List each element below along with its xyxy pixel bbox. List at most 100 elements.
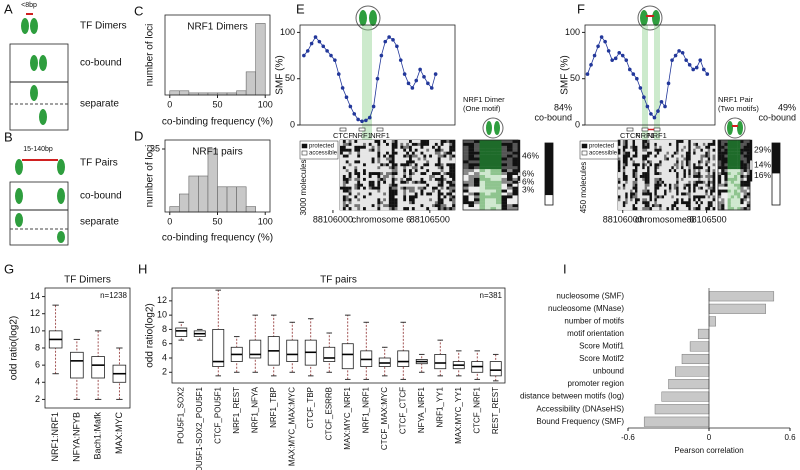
side-heatmap-cell bbox=[501, 157, 508, 161]
heatmap-cell bbox=[693, 157, 696, 161]
heatmap-cell bbox=[664, 189, 667, 193]
heatmap-cell bbox=[388, 186, 392, 190]
heatmap-cell bbox=[434, 154, 438, 158]
heatmap-cell bbox=[409, 160, 413, 164]
side-heatmap-cell bbox=[740, 169, 744, 173]
heatmap-cell bbox=[420, 172, 424, 176]
bar bbox=[689, 341, 710, 352]
heatmap-cell bbox=[380, 148, 384, 152]
heatmap-cell bbox=[348, 186, 352, 190]
y-axis-label: SMF (%) bbox=[560, 55, 571, 94]
heatmap-cell bbox=[406, 189, 410, 193]
heatmap-cell bbox=[710, 145, 713, 149]
heatmap-cell bbox=[354, 169, 358, 173]
x-tick-label: Bach1:Mafk bbox=[93, 412, 103, 460]
heatmap-cell bbox=[649, 186, 653, 190]
heatmap-cell bbox=[700, 177, 704, 182]
motif-highlight bbox=[654, 25, 660, 210]
heatmap-cell bbox=[632, 140, 636, 144]
heatmap-cell bbox=[443, 180, 447, 184]
heatmap-cell bbox=[391, 166, 395, 170]
smf-point bbox=[673, 53, 678, 58]
heatmap-cell bbox=[661, 192, 665, 196]
heatmap-cell bbox=[420, 177, 424, 182]
heatmap-cell bbox=[656, 195, 660, 199]
heatmap-cell bbox=[371, 145, 375, 149]
heatmap-cell bbox=[342, 142, 346, 147]
smf-point bbox=[680, 50, 685, 55]
y-tick-label: 6 bbox=[35, 360, 40, 370]
heatmap-cell bbox=[345, 142, 349, 147]
side-heatmap-cell bbox=[718, 175, 722, 179]
heatmap-cell bbox=[676, 198, 679, 202]
heatmap-cell bbox=[622, 145, 626, 149]
histogram-bar bbox=[255, 23, 266, 96]
heatmap-cell bbox=[683, 163, 687, 167]
row-label: separate bbox=[80, 217, 119, 228]
heatmap-cell bbox=[710, 192, 713, 196]
heatmap-cell bbox=[656, 175, 660, 179]
heatmap-cell bbox=[380, 142, 384, 147]
heatmap-cell bbox=[449, 189, 453, 193]
heatmap-cell bbox=[620, 201, 624, 205]
side-heatmap-cell bbox=[468, 192, 475, 196]
heatmap-cell bbox=[423, 195, 427, 199]
heatmap-cell bbox=[700, 198, 704, 202]
heatmap-cell bbox=[678, 169, 682, 173]
side-heatmap-cell bbox=[746, 172, 751, 176]
heatmap-cell bbox=[394, 192, 398, 196]
heatmap-cell bbox=[437, 154, 441, 158]
heatmap-cell bbox=[668, 151, 672, 155]
heatmap-cell bbox=[348, 198, 352, 202]
heatmap-cell bbox=[627, 172, 631, 176]
heatmap-cell bbox=[700, 166, 704, 170]
heatmap-cell bbox=[432, 163, 436, 167]
heatmap-cell bbox=[700, 151, 704, 155]
heatmap-cell bbox=[400, 204, 404, 208]
side-heatmap-cell bbox=[721, 154, 725, 158]
heatmap-cell bbox=[668, 148, 672, 152]
heatmap-cell bbox=[666, 166, 670, 170]
side-heatmap-cell bbox=[490, 157, 497, 161]
side-heatmap-cell bbox=[718, 183, 722, 187]
x-tick-label: 0 bbox=[167, 216, 172, 226]
heatmap-cell bbox=[668, 204, 672, 208]
heatmap-cell bbox=[342, 192, 346, 196]
heatmap-cell bbox=[443, 148, 447, 152]
heatmap-cell bbox=[426, 177, 430, 182]
heatmap-cell bbox=[666, 204, 670, 208]
heatmap-cell bbox=[397, 180, 401, 184]
heatmap-cell bbox=[681, 148, 684, 152]
side-heatmap-cell bbox=[485, 151, 491, 155]
heatmap-cell bbox=[632, 154, 636, 158]
heatmap-cell bbox=[634, 169, 638, 173]
heatmap-cell bbox=[690, 175, 694, 179]
heatmap-cell bbox=[345, 195, 349, 199]
x-axis-label: chromosome 6 bbox=[635, 214, 695, 224]
heatmap-cell bbox=[411, 140, 415, 144]
heatmap-cell bbox=[380, 166, 384, 170]
heatmap-cell bbox=[443, 189, 447, 193]
side-heatmap-cell bbox=[496, 177, 502, 182]
heatmap-cell bbox=[423, 204, 427, 208]
heatmap-cell bbox=[707, 151, 711, 155]
heatmap-cell bbox=[702, 183, 706, 187]
heatmap-cell bbox=[688, 175, 691, 179]
heatmap-cell bbox=[618, 189, 621, 193]
heatmap-cell bbox=[625, 145, 628, 149]
heatmap-cell bbox=[374, 142, 378, 147]
heatmap-cell bbox=[698, 172, 701, 176]
heatmap-cell bbox=[683, 148, 687, 152]
smf-point bbox=[422, 75, 426, 79]
heatmap-cell bbox=[688, 192, 691, 196]
heatmap-cell bbox=[380, 195, 384, 199]
heatmap-cell bbox=[377, 140, 381, 144]
heatmap-cell bbox=[637, 192, 641, 196]
y-tick-label: 12 bbox=[30, 308, 40, 318]
side-heatmap-cell bbox=[501, 140, 508, 144]
side-heatmap-cell bbox=[479, 163, 486, 167]
heatmap-cell bbox=[668, 172, 672, 176]
heatmap-cell bbox=[625, 195, 628, 199]
heatmap-cell bbox=[440, 186, 444, 190]
heatmap-cell bbox=[386, 145, 390, 149]
